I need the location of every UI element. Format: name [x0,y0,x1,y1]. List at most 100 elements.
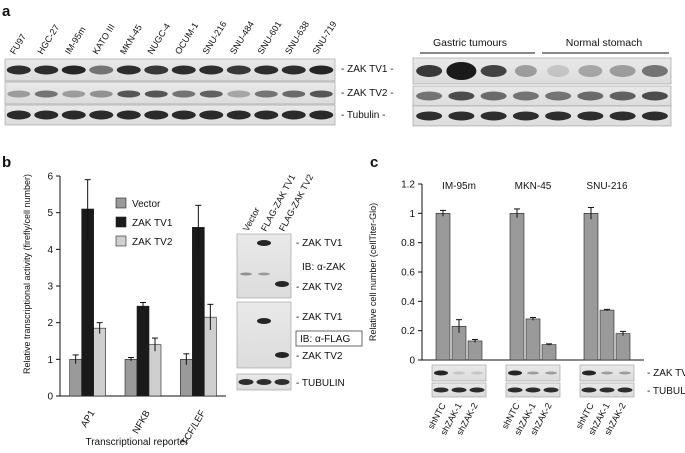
tissue-tubulin-band [577,111,604,121]
y-tick-label: 1 [47,355,53,366]
zak-tv1-band [471,371,483,375]
tissue-zak-tv2-band [641,91,668,101]
zak-tv1-band [453,371,465,375]
tubulin-band [599,387,615,393]
tissue-tubulin-band [448,111,475,121]
antibody-label: IB: α-ZAK [302,262,346,273]
tissue-blot-strip [412,105,672,127]
bar [509,213,525,361]
y-tick-label: 0.6 [401,268,415,279]
tubulin-band [89,110,114,120]
zak-tv2-band [309,90,333,98]
legend-label: Vector [132,199,161,210]
bar-zak-tv1 [192,227,205,397]
zak-tv2-band [254,90,278,98]
tubulin-band [254,110,279,120]
zak-tv1-band [309,65,334,75]
zak-tv1-band [434,370,448,376]
zak-tv2-band [7,90,31,98]
zak-tv2-band [275,281,289,287]
y-tick-label: 2 [47,318,53,329]
x-tick-label: NFKB [131,408,153,435]
tubulin-band [226,110,251,120]
tubulin-band [238,379,254,385]
blot-label: - ZAK TV1 [647,368,685,379]
zak-tv1-band [545,371,557,375]
blot-label: - ZAK TV2 [296,351,343,362]
y-tick-label: 0 [47,392,53,403]
zak-tv1-band [254,65,279,75]
tubulin-band [469,387,485,393]
antibody-label: IB: α-FLAG [300,334,350,345]
tubulin-band [144,110,169,120]
tubulin-band [543,387,559,393]
flag-tv2-band [275,352,289,358]
tubulin-band [451,387,467,393]
bar [541,344,557,361]
cell-line-blot-strip [4,58,336,82]
tissue-zak-tv1-band [641,65,668,77]
tubulin-band [61,110,86,120]
tissue-zak-tv1-band [578,65,603,77]
y-tick-label: 0.2 [401,326,415,337]
cell-line-label: KATO III [90,22,116,56]
zak-tv2-band [117,90,141,98]
zak-tv1-band [619,371,631,375]
y-tick-label: 0 [409,356,415,367]
zak-faint-band [240,272,252,276]
antibody-label-box [295,330,363,347]
zak-blot-strip [505,364,561,382]
tubulin-band [274,379,290,385]
flag-tv1-band [257,318,271,324]
tissue-zak-tv2-band [609,91,636,101]
bar-vector [124,359,138,397]
panel-b-letter: b [2,154,11,171]
tubulin-band [309,110,334,120]
cell-line-label: FU97 [8,32,28,56]
zak-tv2-band [199,90,223,98]
bar [599,309,615,361]
y-tick-label: 0.8 [401,238,415,249]
zak-tv2-band [89,90,113,98]
legend-swatch [115,197,127,209]
y-tick-label: 1 [409,209,415,220]
blot-label: - ZAK TV1 [296,238,343,249]
panel-a-tissue-blots [412,57,672,127]
bar [615,333,631,361]
zak-tv1-band [601,371,613,375]
panel-a-letter: a [2,3,11,20]
tissue-zak-tv2-band [545,91,572,101]
cell-line-blot-strip [4,104,336,126]
group-label-normal-stomach: Normal stomach [566,37,643,49]
tubulin-band [617,387,633,393]
tissue-zak-tv2-band [480,91,507,101]
tubulin-band [433,387,449,393]
tissue-tubulin-band [641,111,668,121]
zak-blot-strip [579,364,635,382]
panel-c-y-axis-label: Relative cell number (cellTiter-Glo) [368,203,378,341]
tissue-zak-tv1-band [416,65,443,77]
panel-a-row-labels: - ZAK TV1 - - ZAK TV2 - - Tubulin - [341,64,394,121]
tubulin-band [199,110,224,120]
y-tick-label: 1.2 [401,180,415,191]
zak-tv2-band [227,90,251,98]
y-tick-label: 6 [47,172,53,183]
tubulin-band [507,387,523,393]
zak-tv1-band [527,371,539,375]
cell-line-label: IM-95m [63,25,88,56]
zak-tv1-band [6,65,31,75]
tissue-zak-tv1-band [547,65,570,77]
bar [525,318,541,361]
zak-tv2-band [34,90,58,98]
zak-tv2-band [62,90,86,98]
zak-tv1-band [116,65,141,75]
bar-vector [69,359,82,397]
zak-tv1-band [61,65,86,75]
tubulin-band [525,387,541,393]
cell-line-label: SNU-638 [283,19,311,56]
tissue-zak-tv2-band [416,91,443,101]
tissue-zak-tv2-band [448,91,475,101]
row-label: - ZAK TV1 - [341,64,394,75]
cell-line-label: MKN-45 [118,23,144,56]
